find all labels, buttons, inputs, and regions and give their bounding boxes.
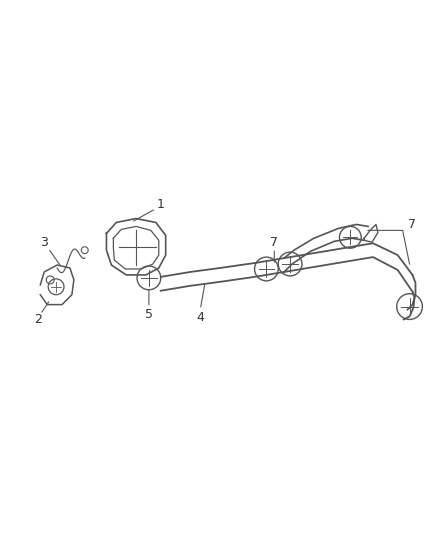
Text: 2: 2 bbox=[35, 313, 42, 326]
Text: 3: 3 bbox=[40, 236, 48, 249]
Text: 7: 7 bbox=[270, 236, 278, 249]
Text: 7: 7 bbox=[408, 218, 416, 231]
Text: 4: 4 bbox=[196, 311, 204, 324]
Text: 5: 5 bbox=[145, 308, 153, 321]
Text: 1: 1 bbox=[157, 198, 165, 211]
